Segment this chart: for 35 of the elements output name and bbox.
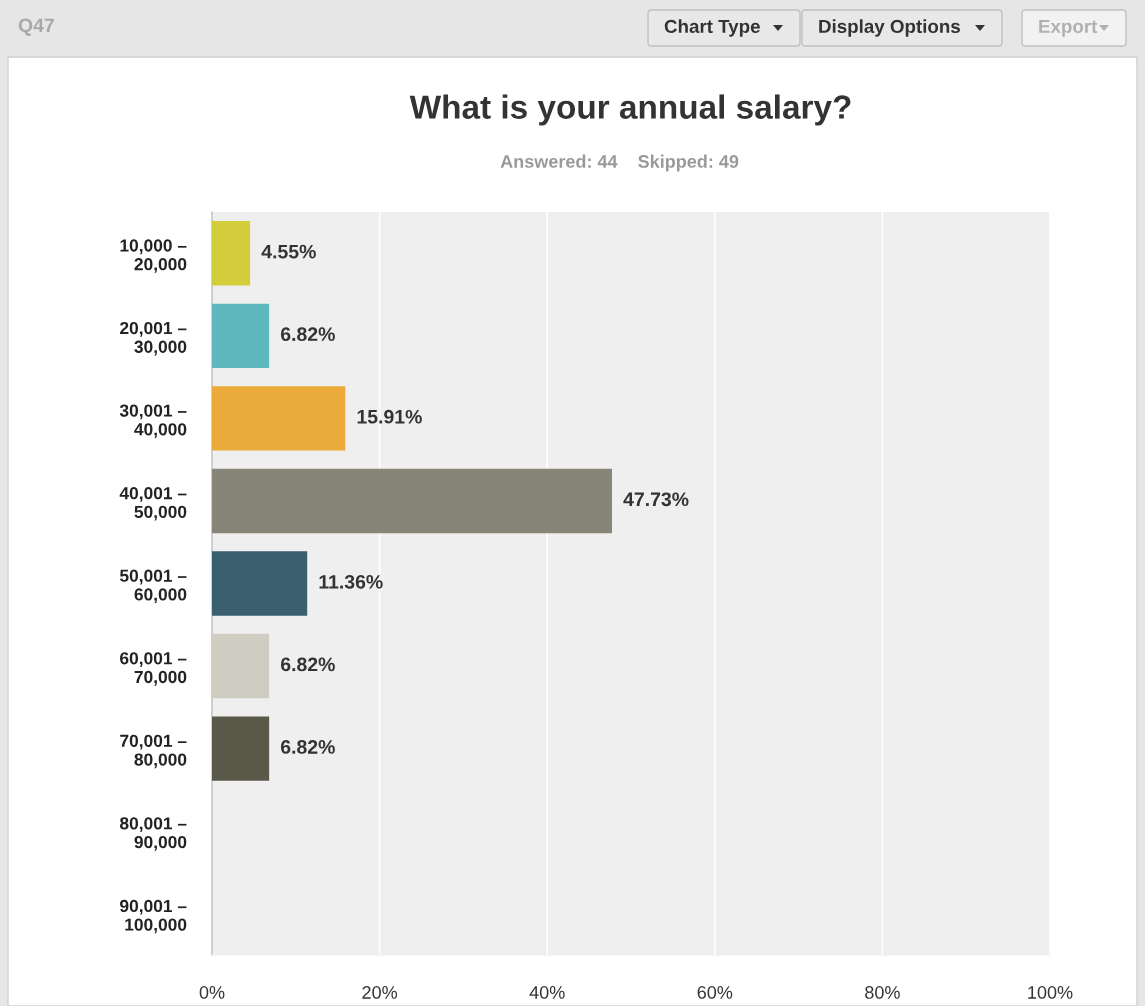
x-tick-label: 0%	[199, 986, 225, 999]
x-tick-label: 60%	[697, 986, 733, 999]
bar	[212, 386, 346, 451]
bar	[212, 633, 270, 699]
y-tick-label: 80,001 – 90,000	[119, 817, 187, 851]
bar	[212, 551, 308, 616]
chart-subtitle: Answered: 44 Skipped: 49	[500, 154, 739, 172]
y-tick-label: 20,001 – 30,000	[120, 321, 187, 356]
data-label: 4.55%	[261, 244, 316, 259]
text: Display Options	[819, 19, 960, 37]
data-label: 15.91%	[357, 409, 422, 424]
x-tick-label: 40%	[529, 986, 565, 999]
chart-title: What is your annual salary?	[409, 94, 851, 126]
data-label: 11.36%	[319, 574, 383, 589]
bar	[212, 303, 270, 369]
y-tick-label: 70,001 – 80,000	[120, 734, 187, 769]
bar	[212, 221, 251, 286]
text: Chart Type	[664, 19, 760, 37]
x-tick-label: 100%	[1028, 986, 1073, 999]
y-tick-label: 50,001 – 60,000	[119, 569, 187, 604]
bar	[212, 716, 270, 781]
y-tick-label: 90,001 – 100,000	[120, 899, 187, 934]
text: Q47	[18, 18, 54, 36]
bar	[212, 468, 612, 534]
x-tick-label: 80%	[865, 986, 900, 999]
data-label: 6.82%	[280, 740, 335, 754]
data-label: 6.82%	[280, 657, 335, 672]
text: Export	[1039, 19, 1098, 37]
x-tick-label: 20%	[362, 986, 398, 999]
y-tick-label: 40,001 – 50,000	[119, 487, 187, 521]
data-label: 47.73%	[623, 492, 689, 507]
y-tick-label: 10,000 – 20,000	[120, 239, 187, 273]
y-tick-label: 60,001 – 70,000	[120, 652, 187, 686]
y-tick-label: 30,001 – 40,000	[119, 404, 187, 438]
data-label: 6.82%	[280, 327, 335, 342]
